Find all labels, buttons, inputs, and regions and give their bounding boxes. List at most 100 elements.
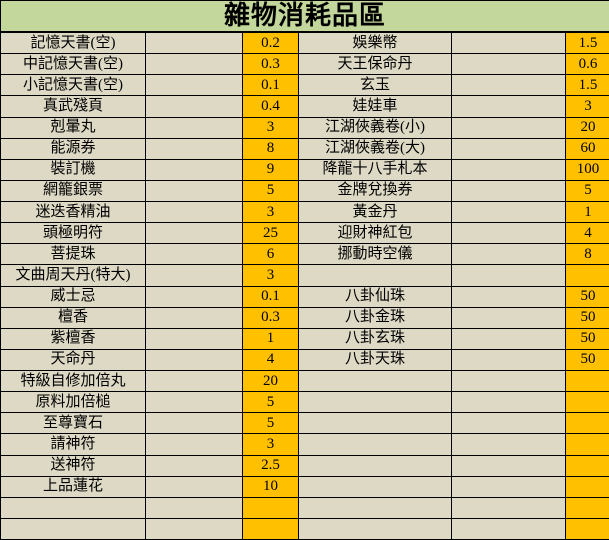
value-cell[interactable] xyxy=(566,371,609,393)
spacer-cell[interactable] xyxy=(146,497,243,519)
spacer-cell[interactable] xyxy=(146,159,243,181)
spacer-cell[interactable] xyxy=(146,392,243,414)
spacer-cell[interactable] xyxy=(146,202,243,224)
value-cell[interactable]: 1 xyxy=(566,202,609,224)
item-name-cell[interactable]: 黃金丹 xyxy=(299,202,452,224)
item-name-cell[interactable]: 八卦天珠 xyxy=(299,349,452,371)
item-name-cell[interactable]: 迷迭香精油 xyxy=(1,202,146,224)
item-name-cell[interactable] xyxy=(299,497,452,519)
spacer-cell[interactable] xyxy=(146,54,243,76)
item-name-cell[interactable] xyxy=(299,518,452,540)
value-cell[interactable]: 3 xyxy=(566,96,609,118)
value-cell[interactable]: 0.6 xyxy=(566,54,609,76)
value-cell[interactable]: 10 xyxy=(243,476,299,498)
item-name-cell[interactable] xyxy=(299,413,452,435)
value-cell[interactable] xyxy=(566,392,609,414)
value-cell[interactable]: 50 xyxy=(566,307,609,329)
spacer-cell[interactable] xyxy=(146,434,243,456)
item-name-cell[interactable]: 降龍十八手札本 xyxy=(299,159,452,181)
value-cell[interactable]: 60 xyxy=(566,138,609,160)
spacer-cell[interactable] xyxy=(452,455,566,477)
spacer-cell[interactable] xyxy=(452,159,566,181)
item-name-cell[interactable] xyxy=(299,371,452,393)
value-cell[interactable] xyxy=(243,518,299,540)
value-cell[interactable]: 3 xyxy=(243,202,299,224)
spacer-cell[interactable] xyxy=(146,33,243,55)
item-name-cell[interactable]: 迎財神紅包 xyxy=(299,223,452,245)
spacer-cell[interactable] xyxy=(146,223,243,245)
value-cell[interactable]: 50 xyxy=(566,286,609,308)
item-name-cell[interactable]: 威士忌 xyxy=(1,286,146,308)
spacer-cell[interactable] xyxy=(452,518,566,540)
item-name-cell[interactable]: 能源券 xyxy=(1,138,146,160)
value-cell[interactable]: 100 xyxy=(566,159,609,181)
value-cell[interactable]: 0.1 xyxy=(243,286,299,308)
value-cell[interactable]: 9 xyxy=(243,159,299,181)
value-cell[interactable]: 8 xyxy=(566,244,609,266)
item-name-cell[interactable]: 八卦仙珠 xyxy=(299,286,452,308)
value-cell[interactable]: 3 xyxy=(243,117,299,139)
value-cell[interactable] xyxy=(566,455,609,477)
value-cell[interactable]: 5 xyxy=(243,413,299,435)
value-cell[interactable]: 4 xyxy=(566,223,609,245)
spacer-cell[interactable] xyxy=(146,96,243,118)
value-cell[interactable]: 1.5 xyxy=(566,33,609,55)
item-name-cell[interactable] xyxy=(299,392,452,414)
spacer-cell[interactable] xyxy=(146,307,243,329)
spacer-cell[interactable] xyxy=(452,392,566,414)
item-name-cell[interactable] xyxy=(299,455,452,477)
spacer-cell[interactable] xyxy=(452,434,566,456)
spacer-cell[interactable] xyxy=(146,244,243,266)
value-cell[interactable]: 0.4 xyxy=(243,96,299,118)
value-cell[interactable]: 0.1 xyxy=(243,75,299,97)
item-name-cell[interactable]: 原料加倍槌 xyxy=(1,392,146,414)
value-cell[interactable]: 4 xyxy=(243,349,299,371)
item-name-cell[interactable]: 挪動時空儀 xyxy=(299,244,452,266)
spacer-cell[interactable] xyxy=(146,455,243,477)
value-cell[interactable] xyxy=(566,265,609,287)
item-name-cell[interactable]: 檀香 xyxy=(1,307,146,329)
spacer-cell[interactable] xyxy=(146,265,243,287)
item-name-cell[interactable]: 娛樂幣 xyxy=(299,33,452,55)
item-name-cell[interactable]: 真武殘頁 xyxy=(1,96,146,118)
item-name-cell[interactable] xyxy=(299,434,452,456)
item-name-cell[interactable]: 江湖俠義卷(大) xyxy=(299,138,452,160)
spacer-cell[interactable] xyxy=(452,244,566,266)
item-name-cell[interactable]: 送神符 xyxy=(1,455,146,477)
spacer-cell[interactable] xyxy=(452,117,566,139)
spacer-cell[interactable] xyxy=(452,307,566,329)
item-name-cell[interactable]: 娃娃車 xyxy=(299,96,452,118)
spacer-cell[interactable] xyxy=(452,33,566,55)
value-cell[interactable]: 50 xyxy=(566,349,609,371)
value-cell[interactable] xyxy=(243,497,299,519)
item-name-cell[interactable]: 八卦金珠 xyxy=(299,307,452,329)
value-cell[interactable]: 2.5 xyxy=(243,455,299,477)
item-name-cell[interactable]: 金牌兌換券 xyxy=(299,180,452,202)
value-cell[interactable] xyxy=(566,476,609,498)
item-name-cell[interactable]: 特級自修加倍丸 xyxy=(1,371,146,393)
spacer-cell[interactable] xyxy=(452,265,566,287)
value-cell[interactable] xyxy=(566,434,609,456)
spacer-cell[interactable] xyxy=(146,371,243,393)
spacer-cell[interactable] xyxy=(146,286,243,308)
spacer-cell[interactable] xyxy=(452,286,566,308)
item-name-cell[interactable]: 玄玉 xyxy=(299,75,452,97)
item-name-cell[interactable]: 江湖俠義卷(小) xyxy=(299,117,452,139)
item-name-cell[interactable]: 網籠銀票 xyxy=(1,180,146,202)
value-cell[interactable]: 5 xyxy=(243,180,299,202)
value-cell[interactable] xyxy=(566,497,609,519)
sheet-title-cell[interactable]: 雜物消耗品區 xyxy=(0,0,609,33)
value-cell[interactable] xyxy=(566,518,609,540)
spacer-cell[interactable] xyxy=(452,349,566,371)
spacer-cell[interactable] xyxy=(452,202,566,224)
item-name-cell[interactable]: 天王保命丹 xyxy=(299,54,452,76)
value-cell[interactable]: 6 xyxy=(243,244,299,266)
spacer-cell[interactable] xyxy=(146,138,243,160)
spacer-cell[interactable] xyxy=(452,223,566,245)
spacer-cell[interactable] xyxy=(452,476,566,498)
spacer-cell[interactable] xyxy=(452,138,566,160)
value-cell[interactable]: 0.3 xyxy=(243,54,299,76)
spacer-cell[interactable] xyxy=(146,518,243,540)
spacer-cell[interactable] xyxy=(146,476,243,498)
spacer-cell[interactable] xyxy=(146,413,243,435)
